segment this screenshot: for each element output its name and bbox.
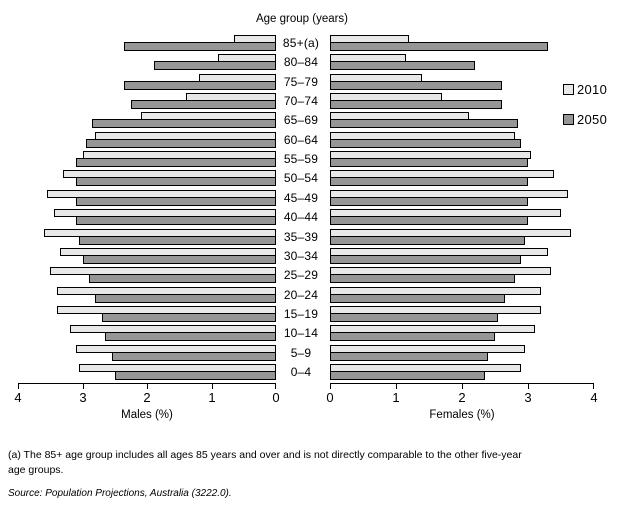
male-axis-tick-3 [83,383,84,389]
bar-males-2050-70-74 [130,100,276,109]
bar-males-2050-85+-a [124,42,276,51]
male-axis-tick-label-1: 1 [208,390,216,405]
age-label-5-9: 5–9 [290,346,312,360]
bar-males-2050-80-84 [153,61,276,70]
footnote-line2: age groups. [8,464,64,476]
female-axis-tick-4 [593,383,594,389]
bar-males-2050-10-14 [105,332,276,341]
footnote-line1: (a) The 85+ age group includes all ages … [8,449,522,461]
male-axis-tick-0 [275,383,276,389]
age-label-10-14: 10–14 [283,326,319,340]
female-axis-tick-2 [462,383,463,389]
legend-item-2010: 2010 [563,82,607,97]
female-axis-tick-label-4: 4 [590,390,598,405]
bar-females-2050-40-44 [330,216,528,225]
male-axis-title: Males (%) [121,409,173,421]
legend-label-2050: 2050 [577,112,608,127]
age-label-75-79: 75–79 [283,75,319,89]
bar-females-2050-65-69 [330,119,519,128]
bar-females-2050-85+-a [330,42,548,51]
bar-males-2050-45-49 [76,197,276,206]
legend-item-2050: 2050 [563,112,607,127]
male-axis-tick-1 [212,383,213,389]
age-label-60-64: 60–64 [283,133,319,147]
bar-males-2050-5-9 [111,352,276,361]
age-label-85+-a: 85+(a) [282,36,320,50]
bar-females-2050-45-49 [330,197,528,206]
female-axis-tick-0 [330,383,331,389]
bar-males-2050-25-29 [89,274,276,283]
legend-label-2010: 2010 [577,82,608,97]
legend-swatch-2050 [563,114,574,125]
bar-females-2050-50-54 [330,177,528,186]
source-citation: Source: Population Projections, Australi… [8,488,232,499]
bar-males-2050-50-54 [76,177,276,186]
chart-title: Age group (years) [255,13,349,25]
female-axis-tick-label-1: 1 [392,390,400,405]
female-axis-tick-label-2: 2 [458,390,466,405]
bar-females-2050-80-84 [330,61,476,70]
bar-females-2050-10-14 [330,332,495,341]
footnote: (a) The 85+ age group includes all ages … [8,448,620,478]
bar-females-2050-60-64 [330,139,522,148]
female-x-axis: 0 1 2 3 4 [326,383,598,407]
female-axis-tick-1 [396,383,397,389]
age-label-25-29: 25–29 [283,268,319,282]
male-axis-tick-label-0: 0 [272,390,280,405]
female-axis-title: Females (%) [429,409,495,421]
bar-males-2050-65-69 [92,119,276,128]
age-label-40-44: 40–44 [283,210,319,224]
female-axis-tick-3 [528,383,529,389]
male-x-axis: 4 3 2 1 0 [14,383,280,407]
bar-males-2050-15-19 [101,313,276,322]
bar-females-2050-55-59 [330,158,528,167]
female-axis-tick-label-3: 3 [524,390,532,405]
bar-females-2050-15-19 [330,313,499,322]
bar-females-2050-35-39 [330,236,525,245]
male-plot-area [18,35,276,387]
age-label-30-34: 30–34 [283,249,319,263]
bar-females-2050-25-29 [330,274,515,283]
male-axis-tick-4 [18,383,19,389]
age-label-20-24: 20–24 [283,288,319,302]
bar-females-2050-75-79 [330,81,502,90]
bar-males-2050-60-64 [85,139,276,148]
bar-males-2050-75-79 [124,81,276,90]
age-label-35-39: 35–39 [283,230,319,244]
age-label-80-84: 80–84 [283,55,319,69]
bar-females-2050-20-24 [330,294,505,303]
female-axis-tick-label-0: 0 [326,390,334,405]
bar-males-2050-55-59 [76,158,276,167]
bar-females-2050-30-34 [330,255,522,264]
male-axis-tick-label-4: 4 [14,390,22,405]
male-axis-tick-label-3: 3 [79,390,87,405]
bar-males-2050-35-39 [79,236,276,245]
age-label-55-59: 55–59 [283,152,319,166]
bar-males-2050-40-44 [76,216,276,225]
male-axis-tick-label-2: 2 [143,390,151,405]
bar-females-2050-70-74 [330,100,502,109]
age-label-0-4: 0–4 [290,365,312,379]
legend-swatch-2010 [563,84,574,95]
age-label-50-54: 50–54 [283,171,319,185]
bar-males-2050-20-24 [95,294,276,303]
age-group-labels-column: 85+(a) 80–84 75–79 70–74 65–69 60–64 55–59 50–5… [273,35,329,387]
age-label-65-69: 65–69 [283,113,319,127]
bar-males-2050-0-4 [114,371,276,380]
bar-females-2050-0-4 [330,371,486,380]
age-label-45-49: 45–49 [283,191,319,205]
female-plot-area [330,35,594,387]
age-label-70-74: 70–74 [283,94,319,108]
male-axis-tick-2 [147,383,148,389]
bar-males-2050-30-34 [82,255,276,264]
age-label-15-19: 15–19 [283,307,319,321]
bar-females-2050-5-9 [330,352,489,361]
